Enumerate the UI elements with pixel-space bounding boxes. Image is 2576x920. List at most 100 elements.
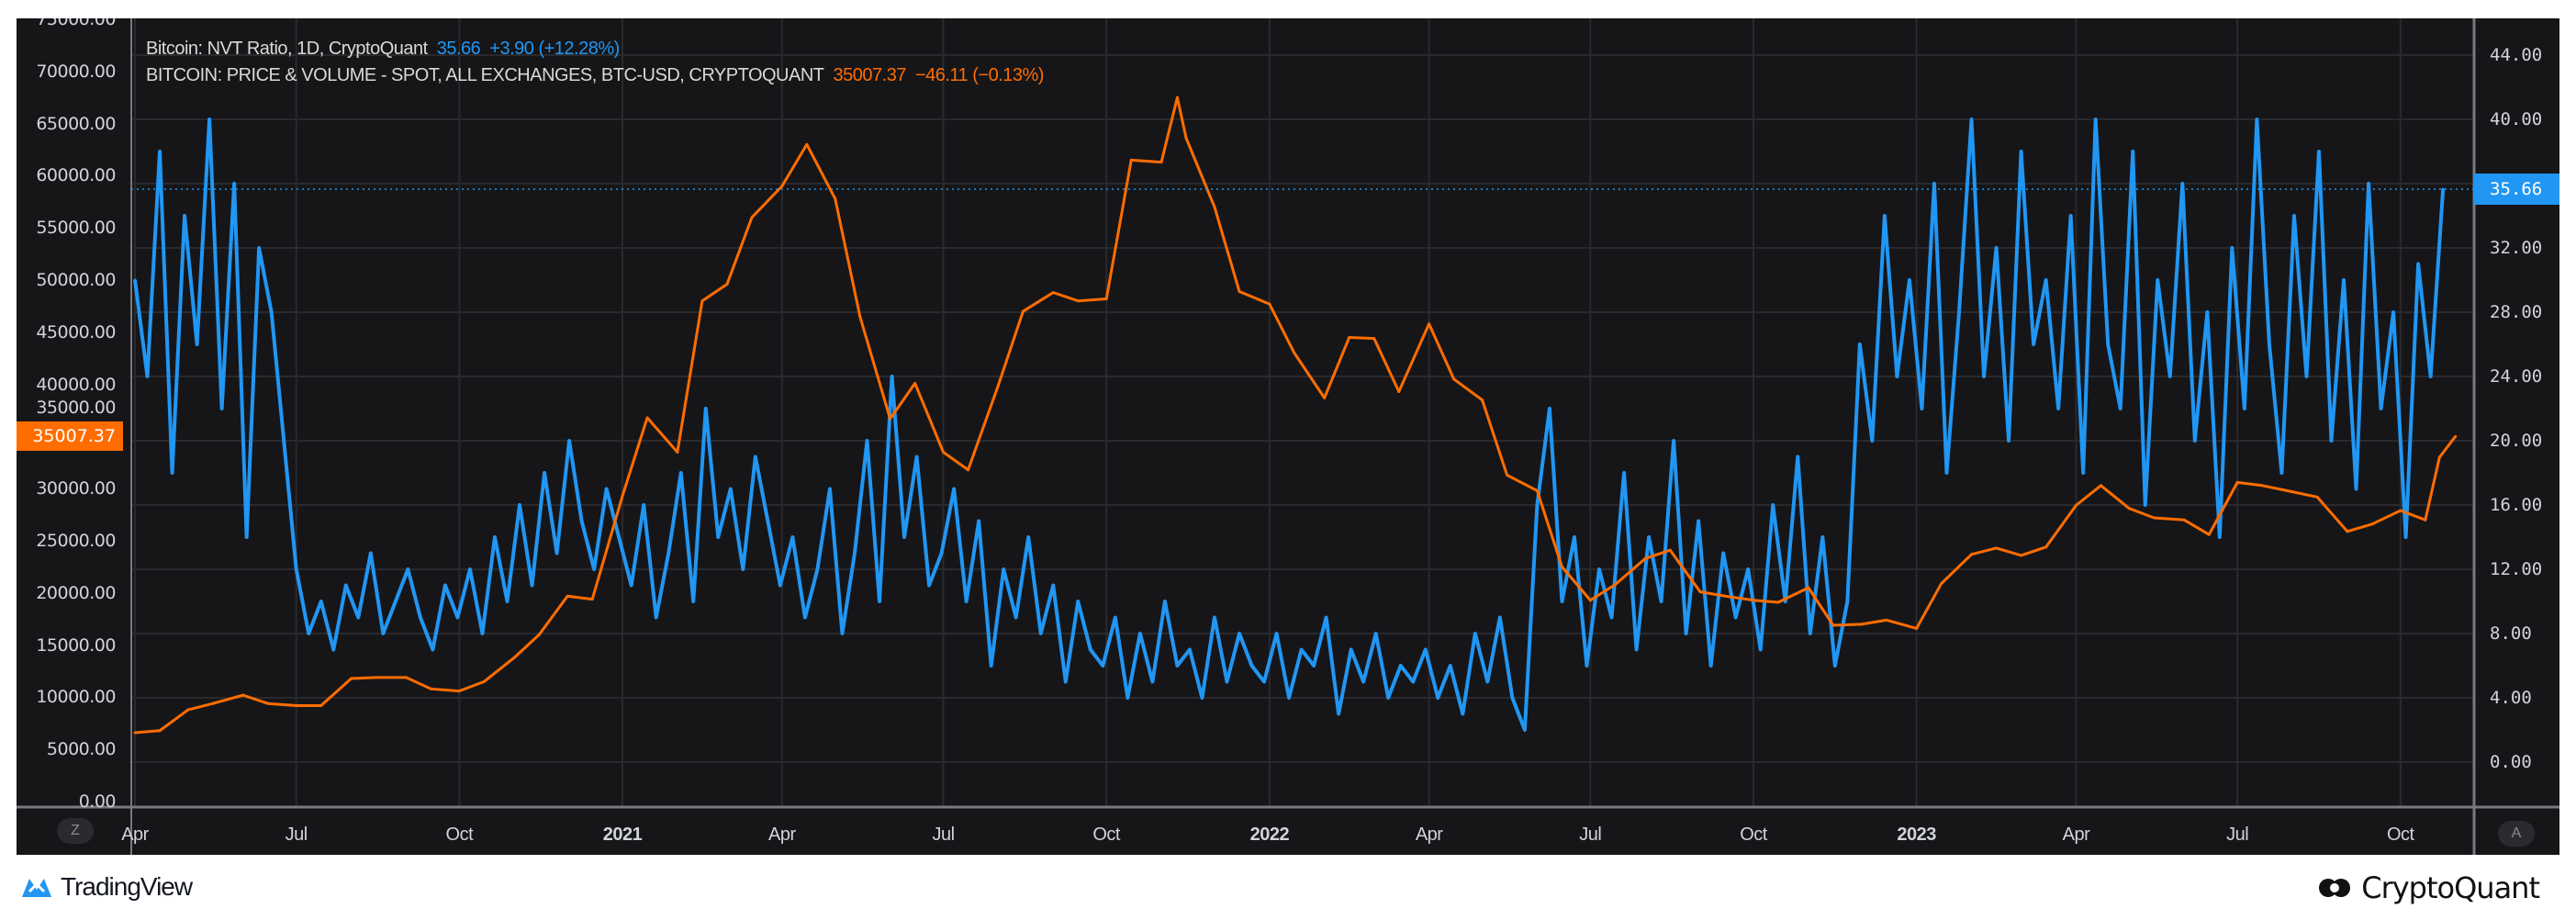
- nvt-data-point: [1908, 278, 1911, 282]
- nvt-data-point: [1026, 535, 1030, 539]
- nvt-data-point: [1262, 680, 1266, 683]
- nvt-data-point: [716, 535, 720, 539]
- nvt-data-point: [232, 182, 236, 185]
- btc-price-data-point: [889, 417, 892, 421]
- nvt-data-point: [1200, 696, 1204, 700]
- nvt-data-point: [630, 584, 633, 587]
- btc-price-data-point: [266, 701, 270, 705]
- time-axis-tick-label: 2021: [602, 825, 643, 845]
- time-axis-tick-label: 2022: [1249, 825, 1290, 845]
- btc-price-data-point: [375, 676, 378, 679]
- btc-price-data-point: [295, 703, 298, 707]
- nvt-data-point: [381, 632, 385, 635]
- nvt-data-point: [2069, 214, 2073, 218]
- btc-price-data-point: [1293, 352, 1296, 355]
- tradingview-logo[interactable]: TradingView: [20, 872, 193, 902]
- right-axis-tick-label: 12.00: [2490, 559, 2543, 579]
- nvt-data-point: [2180, 182, 2184, 185]
- nvt-data-point: [406, 567, 409, 571]
- btc-price-data-point: [1129, 158, 1133, 162]
- nvt-data-point: [369, 552, 373, 555]
- left-axis-tick-label: 60000.00: [36, 165, 116, 186]
- nvt-data-point: [2044, 278, 2048, 282]
- nvt-data-point: [655, 616, 658, 619]
- chart-panel[interactable]: 75000.00 70000.00 65000.00 60000.00 55000.00…: [17, 18, 2559, 855]
- nvt-data-point: [455, 616, 459, 619]
- btc-price-data-point: [1776, 600, 1780, 604]
- btc-price-data-point: [1238, 289, 1241, 293]
- left-axis-scale-button[interactable]: Z: [57, 818, 94, 844]
- left-axis-tick-label: 35000.00: [36, 398, 116, 419]
- right-axis-tick-label: 24.00: [2490, 366, 2543, 387]
- nvt-data-point: [1660, 600, 1663, 603]
- btc-price-data-point: [404, 676, 408, 679]
- btc-price-data-point: [780, 185, 784, 188]
- right-axis-tick-label: 20.00: [2490, 431, 2543, 451]
- btc-price-data-point: [1159, 161, 1163, 164]
- left-axis-tick-label: 20000.00: [36, 582, 116, 603]
- nvt-data-point: [133, 278, 137, 282]
- nvt-data-point: [1225, 680, 1228, 683]
- btc-price-data-point: [913, 381, 917, 385]
- nvt-data-point: [257, 246, 261, 250]
- right-axis-tick-label: 16.00: [2490, 495, 2543, 515]
- nvt-data-point: [2330, 439, 2334, 443]
- nvt-data-point: [592, 567, 596, 571]
- cryptoquant-text: CryptoQuant: [2361, 870, 2540, 905]
- nvt-data-point: [605, 488, 609, 490]
- btc-price-data-point: [1885, 618, 1888, 622]
- nvt-data-point: [1150, 680, 1154, 683]
- nvt-data-point: [754, 455, 757, 458]
- auto-scale-button[interactable]: A: [2498, 821, 2535, 847]
- btc-price-data-point: [1506, 473, 1509, 477]
- btc-price-data-point: [1860, 623, 1864, 626]
- nvt-data-point: [1485, 680, 1489, 683]
- time-axis-tick-label: Apr: [1415, 825, 1443, 845]
- nvt-data-point: [1585, 664, 1588, 668]
- nvt-data-point: [890, 375, 894, 378]
- nvt-data-point: [1622, 471, 1626, 475]
- nvt-data-point: [2168, 375, 2172, 378]
- time-axis-tick-label: Oct: [1092, 825, 1120, 845]
- btc-price-data-point: [1643, 556, 1647, 560]
- left-axis-tick-label: 70000.00: [36, 61, 116, 82]
- btc-price-data-point: [158, 729, 162, 733]
- nvt-data-point: [952, 488, 956, 490]
- nvt-data-point: [617, 535, 621, 539]
- btc-price-data-point: [1588, 599, 1592, 602]
- nvt-data-point: [1809, 632, 1812, 635]
- nvt-data-point: [480, 632, 484, 635]
- left-axis-tick-label: 15000.00: [36, 634, 116, 656]
- btc-price-data-point: [1560, 565, 1563, 568]
- nvt-data-point: [282, 439, 286, 443]
- nvt-data-point: [2020, 150, 2023, 153]
- nvt-data-point: [307, 632, 310, 635]
- nvt-data-point: [1523, 728, 1527, 732]
- nvt-data-point: [1932, 182, 1936, 185]
- chart-canvas[interactable]: [17, 18, 2559, 855]
- nvt-data-point: [2094, 118, 2098, 121]
- nvt-data-point: [567, 439, 571, 443]
- nvt-data-point: [1213, 616, 1216, 619]
- btc-price-data-point: [2207, 533, 2211, 536]
- nvt-data-point: [2355, 488, 2358, 490]
- nvt-data-point: [506, 600, 510, 603]
- btc-price-data-point: [834, 196, 837, 200]
- nvt-data-point: [642, 503, 645, 507]
- tradingview-text: TradingView: [61, 872, 193, 901]
- legend-nvt-value: 35.66: [436, 39, 481, 59]
- nvt-data-point: [531, 584, 534, 587]
- nvt-data-point: [1858, 342, 1862, 346]
- nvt-data-point: [1461, 712, 1464, 715]
- nvt-data-point: [2367, 182, 2370, 185]
- nvt-data-point: [2119, 407, 2122, 410]
- nvt-data-point: [158, 150, 162, 153]
- btc-price-data-point: [645, 416, 649, 420]
- btc-price-data-point: [1807, 586, 1810, 589]
- nvt-data-point: [468, 567, 472, 571]
- nvt-data-point: [1982, 375, 1986, 378]
- cryptoquant-logo[interactable]: CryptoQuant: [2317, 870, 2540, 905]
- nvt-data-point: [1597, 567, 1601, 571]
- nvt-data-point: [2056, 407, 2060, 410]
- nvt-data-point: [270, 310, 274, 314]
